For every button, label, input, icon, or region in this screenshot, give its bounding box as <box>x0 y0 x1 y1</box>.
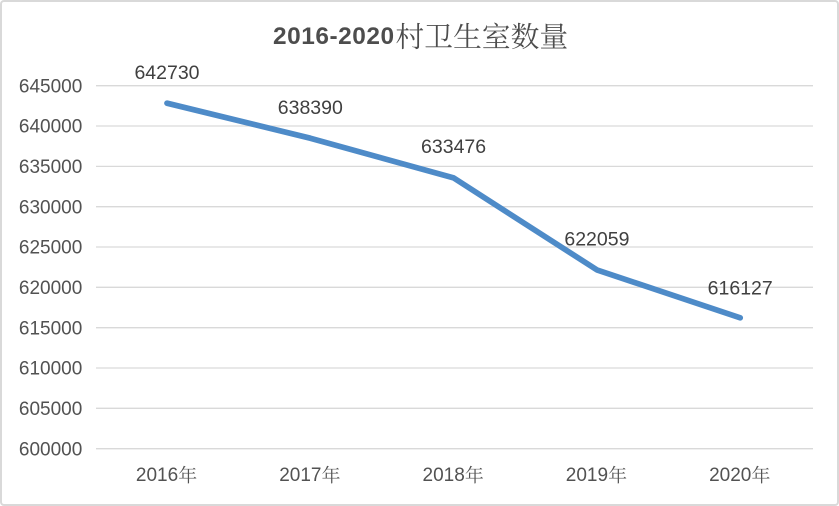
svg-text:625000: 625000 <box>19 238 82 259</box>
svg-text:638390: 638390 <box>278 97 343 119</box>
svg-text:645000: 645000 <box>19 76 82 97</box>
svg-text:605000: 605000 <box>19 399 82 420</box>
svg-text:600000: 600000 <box>19 439 82 460</box>
svg-text:620000: 620000 <box>19 278 82 299</box>
svg-text:2017: 2017 <box>279 465 321 486</box>
svg-text:642730: 642730 <box>134 62 199 84</box>
svg-text:622059: 622059 <box>564 228 629 250</box>
svg-text:2019: 2019 <box>566 465 608 486</box>
svg-text:2020: 2020 <box>709 465 751 486</box>
svg-text:640000: 640000 <box>19 117 82 138</box>
svg-text:630000: 630000 <box>19 197 82 218</box>
svg-text:2018: 2018 <box>423 465 465 486</box>
svg-text:2016-2020: 2016-2020 <box>273 23 395 50</box>
svg-text:633476: 633476 <box>421 136 486 158</box>
svg-text:635000: 635000 <box>19 157 82 178</box>
svg-text:610000: 610000 <box>19 359 82 380</box>
svg-text:2016: 2016 <box>136 465 178 486</box>
svg-text:616127: 616127 <box>708 278 773 300</box>
svg-text:615000: 615000 <box>19 318 82 339</box>
